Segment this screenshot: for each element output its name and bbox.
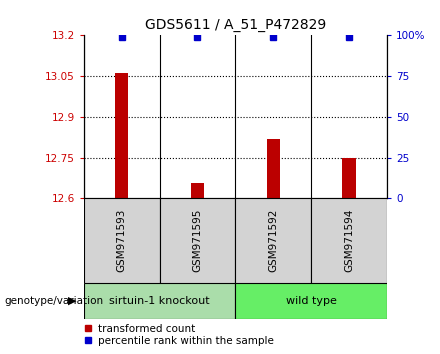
Text: sirtuin-1 knockout: sirtuin-1 knockout: [109, 296, 210, 306]
Text: wild type: wild type: [286, 296, 337, 306]
Text: GSM971595: GSM971595: [192, 209, 202, 273]
Bar: [267, 138, 280, 198]
Title: GDS5611 / A_51_P472829: GDS5611 / A_51_P472829: [145, 18, 326, 32]
Bar: [84, 198, 159, 283]
Bar: [342, 158, 356, 198]
Text: ▶: ▶: [68, 296, 77, 306]
Bar: [115, 73, 128, 198]
Bar: [235, 198, 312, 283]
Bar: [159, 198, 235, 283]
Bar: [235, 283, 387, 319]
Text: GSM971593: GSM971593: [117, 209, 127, 273]
Bar: [311, 198, 387, 283]
Text: GSM971594: GSM971594: [344, 209, 354, 273]
Bar: [191, 183, 204, 198]
Text: GSM971592: GSM971592: [268, 209, 279, 273]
Legend: transformed count, percentile rank within the sample: transformed count, percentile rank withi…: [84, 324, 274, 346]
Bar: [84, 283, 235, 319]
Text: genotype/variation: genotype/variation: [4, 296, 103, 306]
